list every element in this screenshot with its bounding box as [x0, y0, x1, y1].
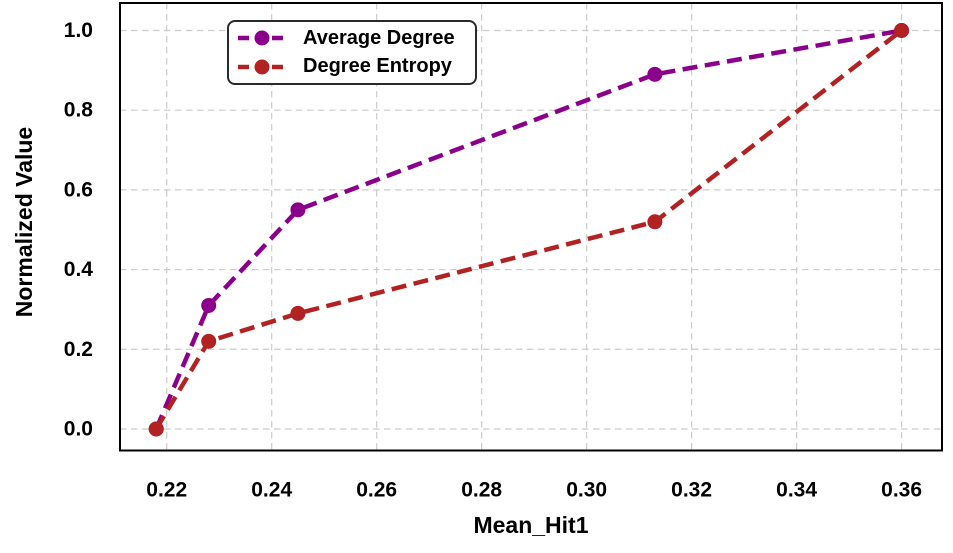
x-tick-label: 0.22 [146, 479, 187, 502]
data-point-degree-entropy [647, 214, 663, 230]
data-point-degree-entropy [201, 333, 217, 349]
x-tick-label: 0.34 [776, 479, 817, 502]
y-tick-label: 0.6 [64, 178, 93, 201]
legend-label: Average Degree [303, 26, 455, 49]
x-tick-label: 0.36 [881, 479, 922, 502]
plot-border [119, 2, 943, 452]
legend-item-degree-entropy: Degree Entropy [237, 55, 475, 79]
y-tick-label: 0.4 [64, 258, 94, 281]
legend: Average Degree Degree Entropy [227, 20, 477, 85]
series-lines [154, 28, 903, 431]
x-tick-label: 0.28 [461, 479, 502, 502]
x-tick-labels: 0.22 0.24 0.26 0.28 0.30 0.32 0.34 0.36 [146, 479, 922, 502]
data-point-degree-entropy [894, 22, 910, 38]
legend-line-sample-icon [238, 59, 286, 75]
legend-line-sample-icon [238, 30, 286, 46]
y-tick-label: 0.2 [64, 338, 93, 361]
x-tick-label: 0.30 [566, 479, 607, 502]
data-point-average-degree [290, 202, 306, 218]
series-line-average-degree [154, 28, 902, 430]
y-tick-label: 0.8 [64, 99, 94, 122]
data-point-markers [148, 22, 910, 437]
legend-label: Degree Entropy [303, 55, 452, 78]
gridlines [120, 3, 942, 451]
x-tick-label: 0.26 [356, 479, 397, 502]
x-tick-label: 0.32 [671, 479, 712, 502]
data-point-degree-entropy [290, 305, 306, 321]
data-point-average-degree [201, 297, 217, 313]
series-line-degree-entropy [154, 28, 903, 431]
legend-item-average-degree: Average Degree [237, 26, 475, 50]
data-point-degree-entropy [148, 421, 164, 437]
y-tick-label: 0.0 [64, 417, 93, 440]
data-point-average-degree [647, 66, 663, 82]
y-axis-label: Normalized Value [11, 127, 37, 317]
x-tick-label: 0.24 [251, 479, 292, 502]
y-tick-labels: 0.0 0.2 0.4 0.6 0.8 1.0 [64, 19, 94, 440]
y-tick-label: 1.0 [64, 19, 93, 42]
x-axis-label: Mean_Hit1 [473, 512, 588, 538]
